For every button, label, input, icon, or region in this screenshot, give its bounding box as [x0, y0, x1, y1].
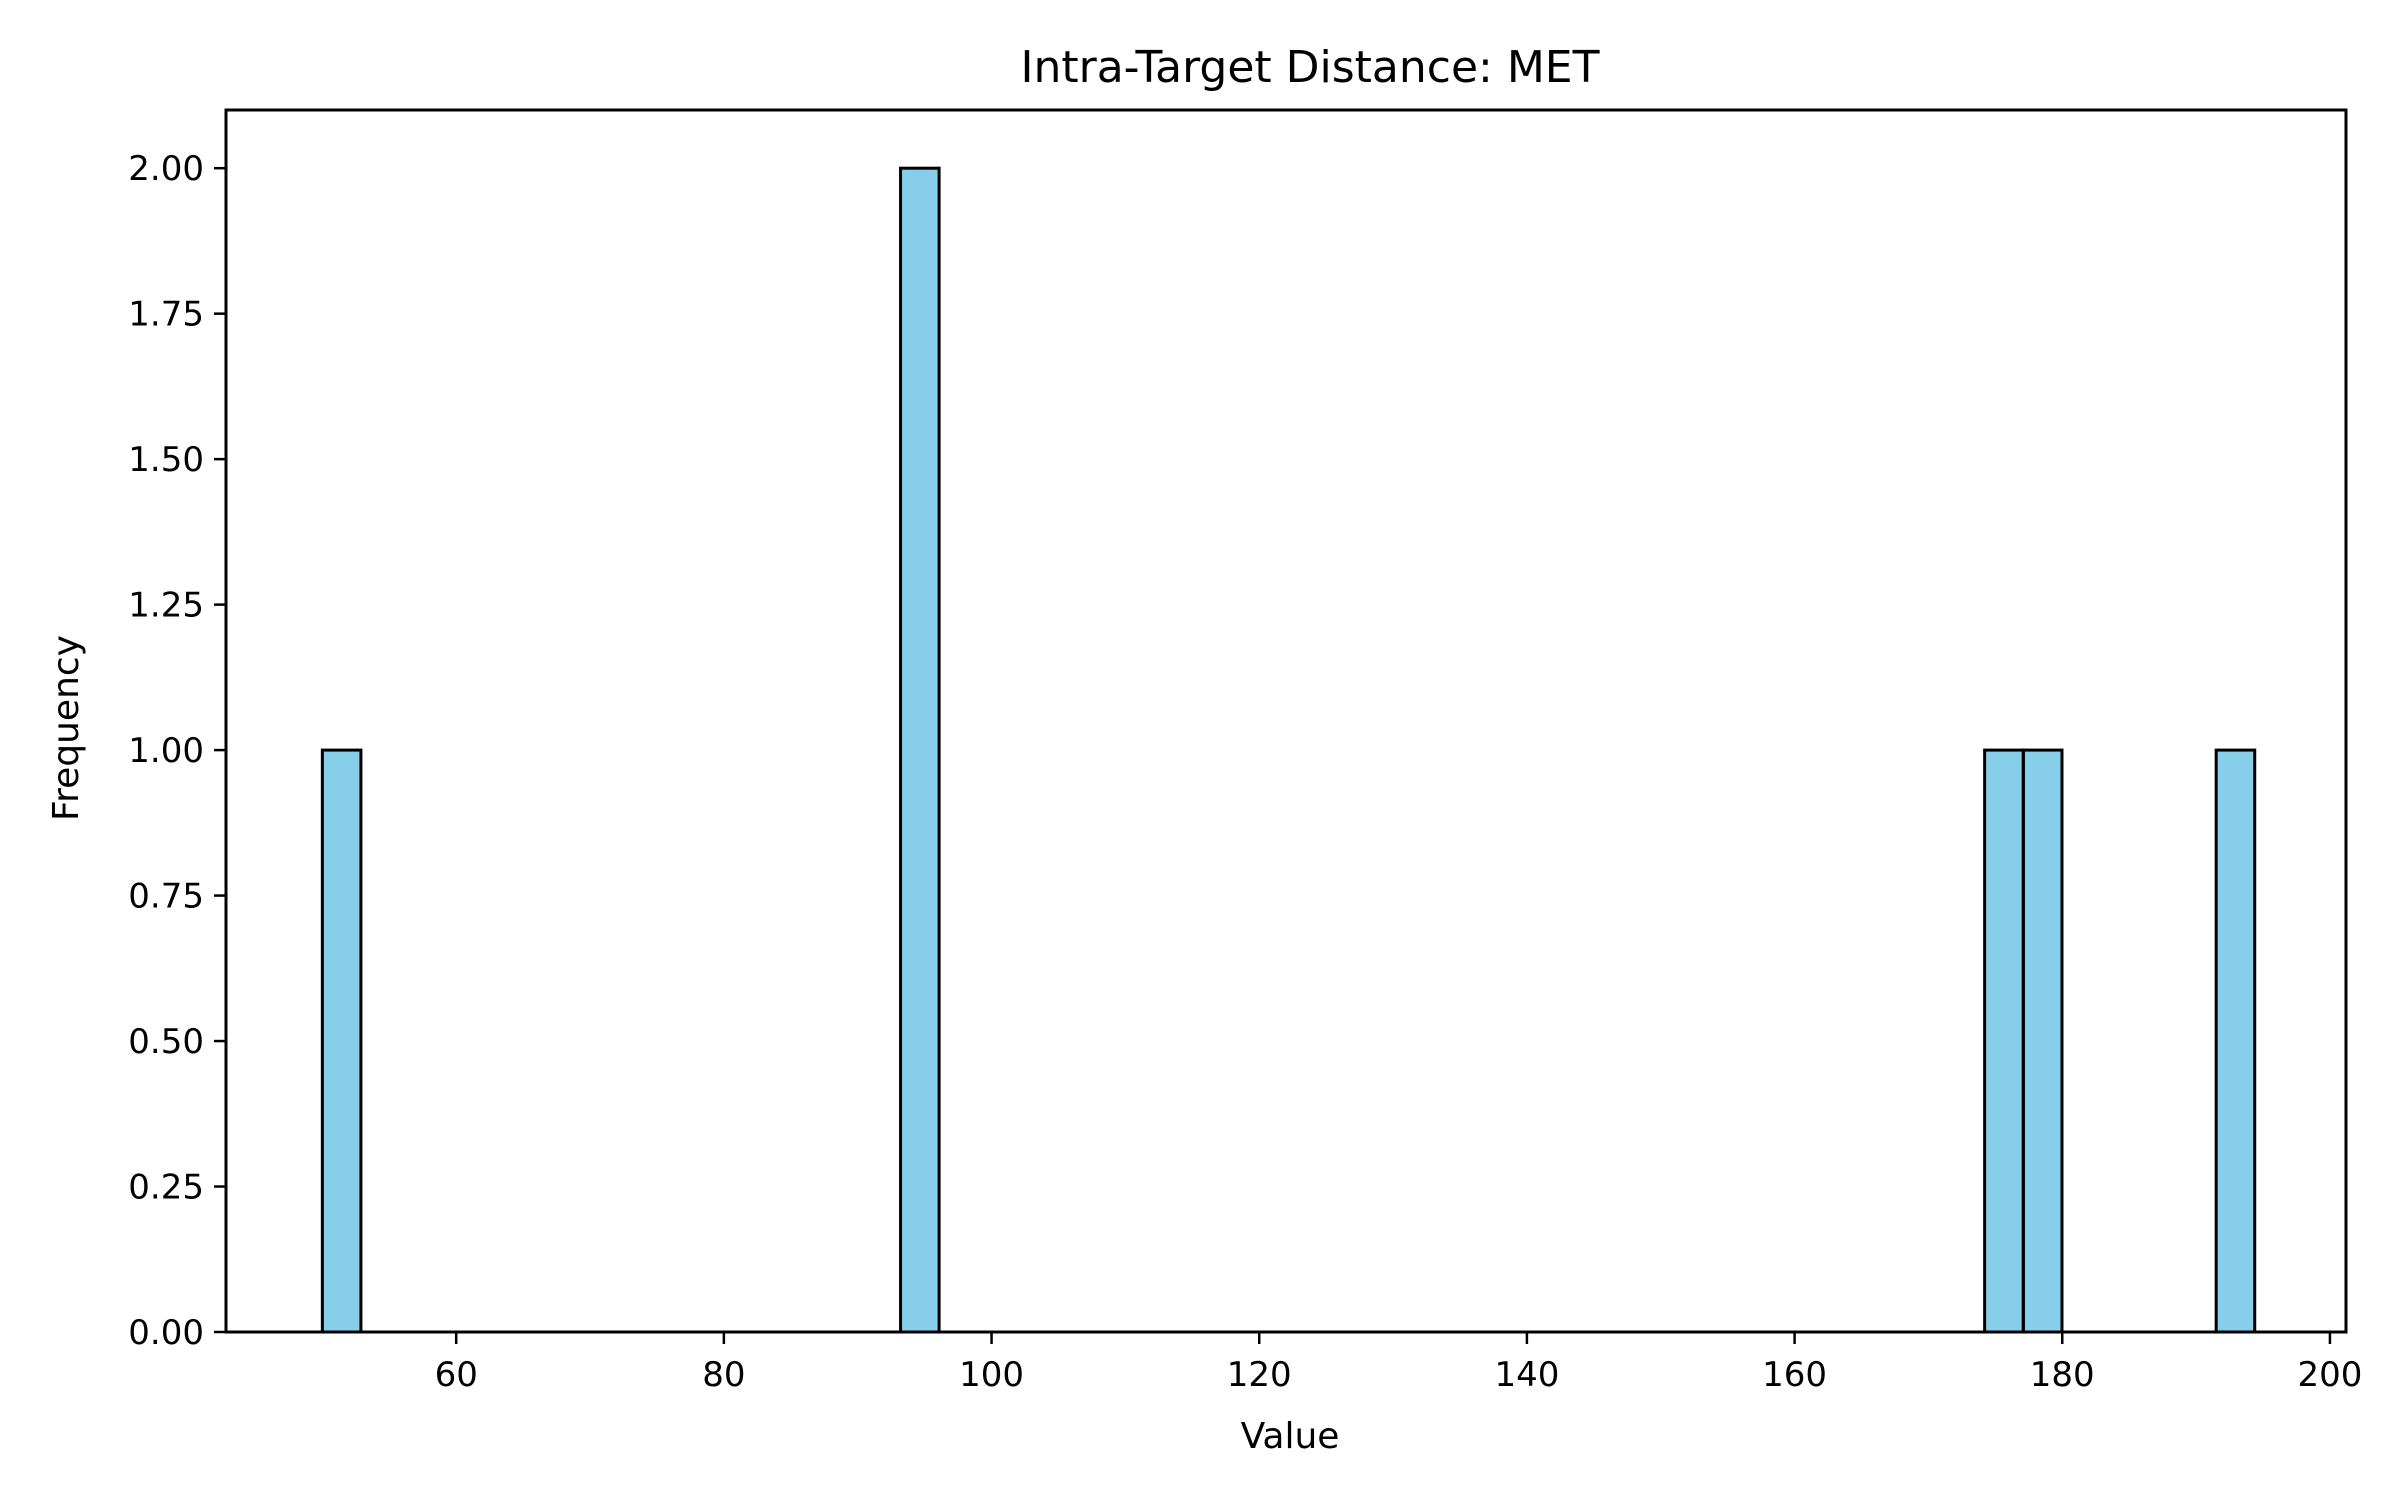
y-tick-label: 0.75	[128, 877, 204, 917]
x-tick-label: 60	[435, 1355, 478, 1395]
y-axis-ticks: 0.00 0.25 0.50 0.75 1.00 1.25 1.50 1.75 2.00	[128, 149, 226, 1353]
histogram-bar	[899, 166, 941, 1334]
x-axis-ticks: 60 80 100 120 140 160 180 200	[435, 1332, 2362, 1395]
histogram-bar	[320, 748, 363, 1334]
x-tick-label: 200	[2297, 1355, 2362, 1395]
x-tick-label: 140	[1494, 1355, 1559, 1395]
bars-layer	[320, 166, 2257, 1334]
plot-frame	[224, 108, 2348, 1334]
y-tick-label: 1.75	[128, 295, 204, 335]
histogram-bar	[2021, 748, 2064, 1334]
y-tick-label: 1.50	[128, 440, 204, 480]
chart-title: Intra-Target Distance: MET	[1021, 42, 1600, 93]
y-axis-label: Frequency	[46, 635, 87, 821]
y-tick-label: 0.25	[128, 1168, 204, 1208]
y-tick-label: 0.00	[128, 1313, 204, 1353]
x-tick-label: 120	[1227, 1355, 1292, 1395]
x-axis-label: Value	[1241, 1416, 1340, 1457]
histogram-bar	[2214, 748, 2257, 1334]
x-tick-label: 180	[2030, 1355, 2095, 1395]
y-tick-label: 0.50	[128, 1022, 204, 1062]
x-tick-label: 80	[702, 1355, 745, 1395]
x-tick-label: 160	[1762, 1355, 1827, 1395]
x-tick-label: 100	[959, 1355, 1024, 1395]
y-tick-label: 2.00	[128, 149, 204, 189]
y-tick-label: 1.00	[128, 731, 204, 771]
y-tick-label: 1.25	[128, 586, 204, 626]
histogram-bar	[1983, 748, 2025, 1334]
